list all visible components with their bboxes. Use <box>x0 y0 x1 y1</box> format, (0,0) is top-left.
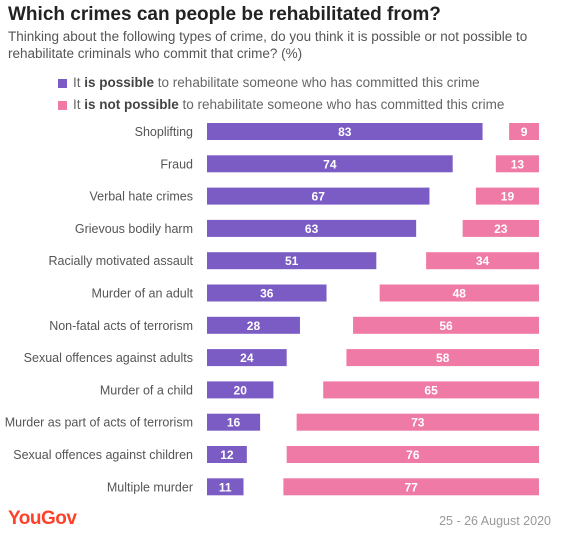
category-label: Sexual offences against children <box>13 448 193 462</box>
category-label: Fraud <box>160 157 193 171</box>
bar-possible <box>207 446 247 463</box>
bar-not-possible <box>286 446 539 463</box>
bar-possible <box>207 187 430 205</box>
bar-not-possible <box>296 413 539 431</box>
bar-possible <box>207 349 287 367</box>
chart-subtitle: Thinking about the following types of cr… <box>8 29 528 61</box>
chart-title: Which crimes can people be rehabilitated… <box>8 4 441 25</box>
legend-item-not-possible: It is not possible to rehabilitate someo… <box>58 94 504 116</box>
data-label-not-possible: 56 <box>439 319 453 333</box>
category-label: Verbal hate crimes <box>89 190 193 204</box>
bar-not-possible <box>462 219 539 237</box>
yougov-logo: YouGov <box>8 508 77 529</box>
data-label-not-possible: 23 <box>494 222 508 236</box>
data-label-not-possible: 58 <box>436 351 450 365</box>
bar-possible <box>207 284 327 302</box>
bar-not-possible <box>353 316 539 334</box>
bar-not-possible <box>426 252 539 270</box>
data-label-not-possible: 19 <box>501 190 515 204</box>
data-label-possible: 24 <box>240 351 254 365</box>
legend: It is possible to rehabilitate someone w… <box>58 72 504 116</box>
data-label-not-possible: 65 <box>424 383 438 397</box>
data-label-not-possible: 48 <box>453 287 467 301</box>
data-label-possible: 36 <box>260 287 274 301</box>
bar-possible <box>207 316 300 334</box>
legend-label-possible: It is possible to rehabilitate someone w… <box>73 75 480 90</box>
category-label: Non-fatal acts of terrorism <box>49 319 193 333</box>
category-label: Murder of an adult <box>92 287 194 301</box>
bar-not-possible <box>346 349 539 367</box>
data-label-possible: 11 <box>219 480 232 494</box>
data-label-possible: 12 <box>220 448 234 462</box>
category-label: Grievous bodily harm <box>75 222 193 236</box>
bar-possible <box>207 381 274 399</box>
legend-swatch-not-possible <box>58 100 67 110</box>
data-label-possible: 67 <box>312 190 326 204</box>
data-label-not-possible: 76 <box>406 448 420 462</box>
data-label-possible: 28 <box>247 319 261 333</box>
bar-possible <box>207 413 261 431</box>
bar-possible <box>207 252 377 270</box>
survey-date: 25 - 26 August 2020 <box>439 514 551 528</box>
legend-item-possible: It is possible to rehabilitate someone w… <box>58 72 504 94</box>
data-label-possible: 63 <box>305 222 319 236</box>
category-label: Murder as part of acts of terrorism <box>5 416 193 430</box>
legend-label-not-possible: It is not possible to rehabilitate someo… <box>73 97 505 112</box>
data-label-possible: 20 <box>234 383 248 397</box>
data-label-possible: 51 <box>285 254 299 268</box>
data-label-not-possible: 34 <box>476 254 490 268</box>
bar-not-possible <box>323 381 539 399</box>
data-label-not-possible: 77 <box>405 480 419 494</box>
bar-possible <box>207 478 244 496</box>
bar-possible <box>207 123 483 140</box>
category-label: Shoplifting <box>135 125 193 139</box>
category-label: Racially motivated assault <box>48 254 193 268</box>
bar-not-possible <box>283 478 539 496</box>
legend-swatch-possible <box>58 78 67 88</box>
data-label-possible: 83 <box>338 125 352 139</box>
bar-not-possible <box>495 155 539 173</box>
bar-possible <box>207 219 417 237</box>
data-label-not-possible: 73 <box>411 416 425 430</box>
data-label-not-possible: 9 <box>521 125 528 139</box>
data-label-possible: 16 <box>227 416 241 430</box>
bar-possible <box>207 155 453 173</box>
bar-not-possible <box>475 187 539 205</box>
data-label-possible: 74 <box>323 157 337 171</box>
category-label: Murder of a child <box>100 383 193 397</box>
data-label-not-possible: 13 <box>511 157 525 171</box>
category-label: Sexual offences against adults <box>24 351 193 365</box>
category-label: Multiple murder <box>107 480 193 494</box>
bar-not-possible <box>509 123 539 140</box>
bar-not-possible <box>379 284 539 302</box>
